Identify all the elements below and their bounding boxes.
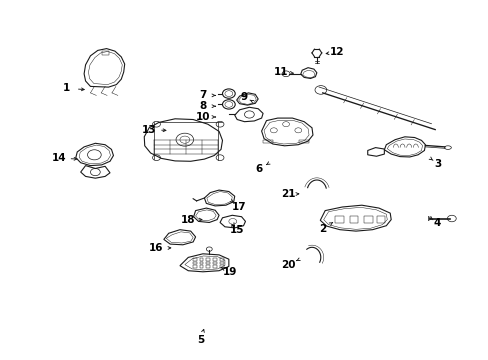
Bar bbox=[199, 262, 203, 264]
Text: 3: 3 bbox=[433, 159, 440, 169]
Text: 18: 18 bbox=[181, 215, 195, 225]
Text: 21: 21 bbox=[281, 189, 295, 199]
Bar bbox=[192, 258, 196, 261]
Bar bbox=[199, 265, 203, 268]
Bar bbox=[206, 262, 210, 264]
Text: 10: 10 bbox=[195, 112, 210, 122]
Bar bbox=[206, 265, 210, 268]
Text: 6: 6 bbox=[255, 164, 262, 174]
Text: 5: 5 bbox=[197, 335, 203, 345]
Text: 4: 4 bbox=[433, 218, 441, 228]
Text: 1: 1 bbox=[62, 83, 69, 93]
Text: 13: 13 bbox=[142, 125, 156, 135]
Bar bbox=[192, 265, 196, 268]
Bar bbox=[206, 258, 210, 261]
Text: 14: 14 bbox=[51, 153, 66, 163]
Text: 16: 16 bbox=[149, 243, 163, 253]
Bar bbox=[213, 265, 217, 268]
Text: 19: 19 bbox=[222, 267, 237, 277]
Text: 2: 2 bbox=[319, 224, 325, 234]
Text: 7: 7 bbox=[199, 90, 206, 100]
Text: 15: 15 bbox=[229, 225, 244, 235]
Text: 8: 8 bbox=[199, 101, 206, 111]
Text: 9: 9 bbox=[241, 92, 247, 102]
Bar bbox=[220, 258, 224, 261]
Bar bbox=[199, 258, 203, 261]
Text: 11: 11 bbox=[273, 67, 288, 77]
Bar bbox=[220, 265, 224, 268]
Bar bbox=[213, 258, 217, 261]
Bar bbox=[220, 262, 224, 264]
Text: 20: 20 bbox=[281, 260, 295, 270]
Bar bbox=[192, 262, 196, 264]
Text: 12: 12 bbox=[329, 47, 344, 57]
Bar bbox=[213, 262, 217, 264]
Text: 17: 17 bbox=[232, 202, 246, 212]
